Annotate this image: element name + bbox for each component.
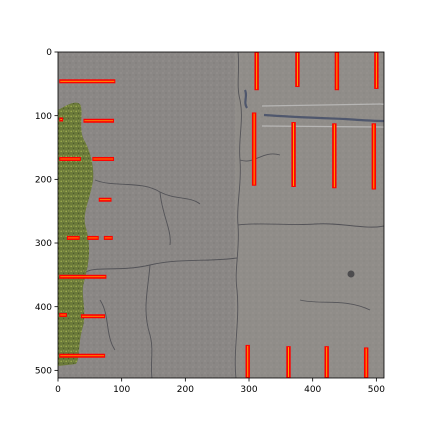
plot-frame bbox=[57, 51, 385, 379]
y-tick-label: 300 bbox=[35, 239, 52, 249]
vertical-markings bbox=[245, 52, 379, 378]
x-tick-label: 300 bbox=[240, 385, 257, 395]
y-tick-label: 200 bbox=[35, 176, 52, 186]
vegetation-strip bbox=[58, 102, 94, 366]
y-axis: 0 100 200 300 400 500 bbox=[35, 48, 58, 377]
x-tick-label: 0 bbox=[55, 385, 61, 395]
manhole-spot bbox=[347, 270, 355, 278]
y-tick-label: 500 bbox=[35, 367, 52, 377]
x-tick-label: 100 bbox=[113, 385, 130, 395]
tar-sealant bbox=[243, 89, 384, 123]
y-tick-label: 400 bbox=[35, 303, 52, 313]
x-tick-label: 500 bbox=[368, 385, 385, 395]
horizontal-markings bbox=[59, 79, 116, 358]
x-axis: 0 100 200 300 400 500 bbox=[55, 378, 385, 395]
painted-lane-lines bbox=[261, 103, 384, 128]
x-tick-label: 400 bbox=[304, 385, 321, 395]
x-tick-label: 200 bbox=[177, 385, 194, 395]
aerial-photo bbox=[58, 52, 384, 378]
y-tick-label: 100 bbox=[35, 112, 52, 122]
pavement-cracks bbox=[85, 52, 384, 378]
y-tick-label: 0 bbox=[46, 48, 52, 58]
